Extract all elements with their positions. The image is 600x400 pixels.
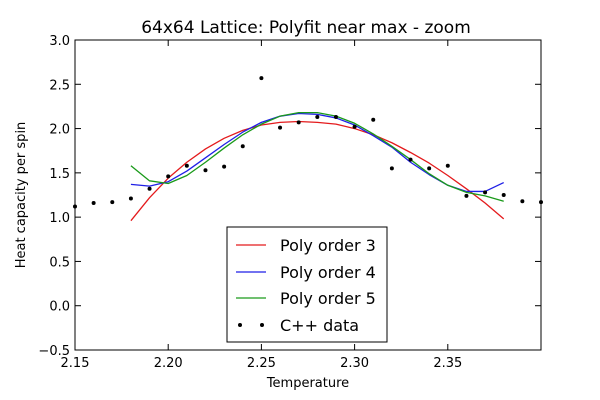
- legend-label: C++ data: [280, 316, 359, 335]
- data-point: [240, 144, 245, 149]
- data-point: [352, 124, 357, 129]
- data-point: [259, 76, 264, 81]
- y-axis-label: Heat capacity per spin: [14, 122, 29, 269]
- data-point: [296, 120, 301, 125]
- y-tick-label: 3.0: [49, 34, 70, 49]
- x-tick-label: 2.25: [247, 356, 276, 371]
- y-tick-label: 1.0: [49, 211, 70, 226]
- data-point: [222, 164, 227, 169]
- y-tick-label: 0.0: [49, 300, 70, 315]
- legend-label: Poly order 4: [280, 263, 376, 282]
- series-layer: [73, 76, 543, 222]
- series-line-poly-order-5: [130, 111, 504, 202]
- data-point: [427, 166, 432, 171]
- y-tick-label: 2.5: [49, 78, 70, 93]
- y-tick-label: 2.0: [49, 123, 70, 138]
- data-point: [166, 174, 171, 179]
- chart-title: 64x64 Lattice: Polyfit near max - zoom: [141, 18, 471, 38]
- data-point: [203, 168, 208, 173]
- data-point: [483, 190, 488, 195]
- data-point: [408, 157, 413, 162]
- data-point: [128, 196, 133, 201]
- data-point: [501, 193, 506, 197]
- y-tick-label: 1.5: [49, 167, 70, 182]
- legend: Poly order 3 Poly order 4 Poly order 5 C++ …: [226, 226, 388, 343]
- plot-frame: [74, 39, 542, 351]
- x-tick-label: 2.30: [340, 356, 369, 371]
- data-point: [184, 163, 189, 168]
- legend-swatch-dot: [260, 323, 264, 327]
- data-point: [91, 200, 96, 205]
- data-point: [445, 163, 450, 168]
- series-line-poly-order-3: [130, 120, 505, 222]
- data-point: [315, 115, 320, 120]
- x-axis-label: Temperature: [266, 376, 349, 391]
- data-point: [520, 199, 525, 204]
- data-point: [389, 166, 394, 171]
- y-tick-label: −0.5: [38, 344, 70, 359]
- ticks-layer: 2.15 2.20 2.25 2.30 2.35 −0.5 0.0 0.5 1.0 1.5 2.0 2…: [38, 34, 541, 371]
- legend-label: Poly order 3: [280, 236, 376, 255]
- x-tick-label: 2.35: [433, 356, 462, 371]
- x-tick-label: 2.20: [154, 356, 183, 371]
- y-tick-label: 0.5: [49, 255, 70, 270]
- x-tick-label: 2.15: [61, 356, 90, 371]
- data-point: [464, 193, 469, 198]
- legend-swatch-dot: [238, 323, 242, 327]
- data-point: [278, 125, 283, 130]
- data-point: [371, 117, 376, 122]
- data-point: [333, 115, 338, 120]
- data-point: [110, 200, 115, 205]
- data-point: [147, 186, 152, 191]
- legend-frame: [226, 226, 388, 343]
- legend-label: Poly order 5: [280, 289, 376, 308]
